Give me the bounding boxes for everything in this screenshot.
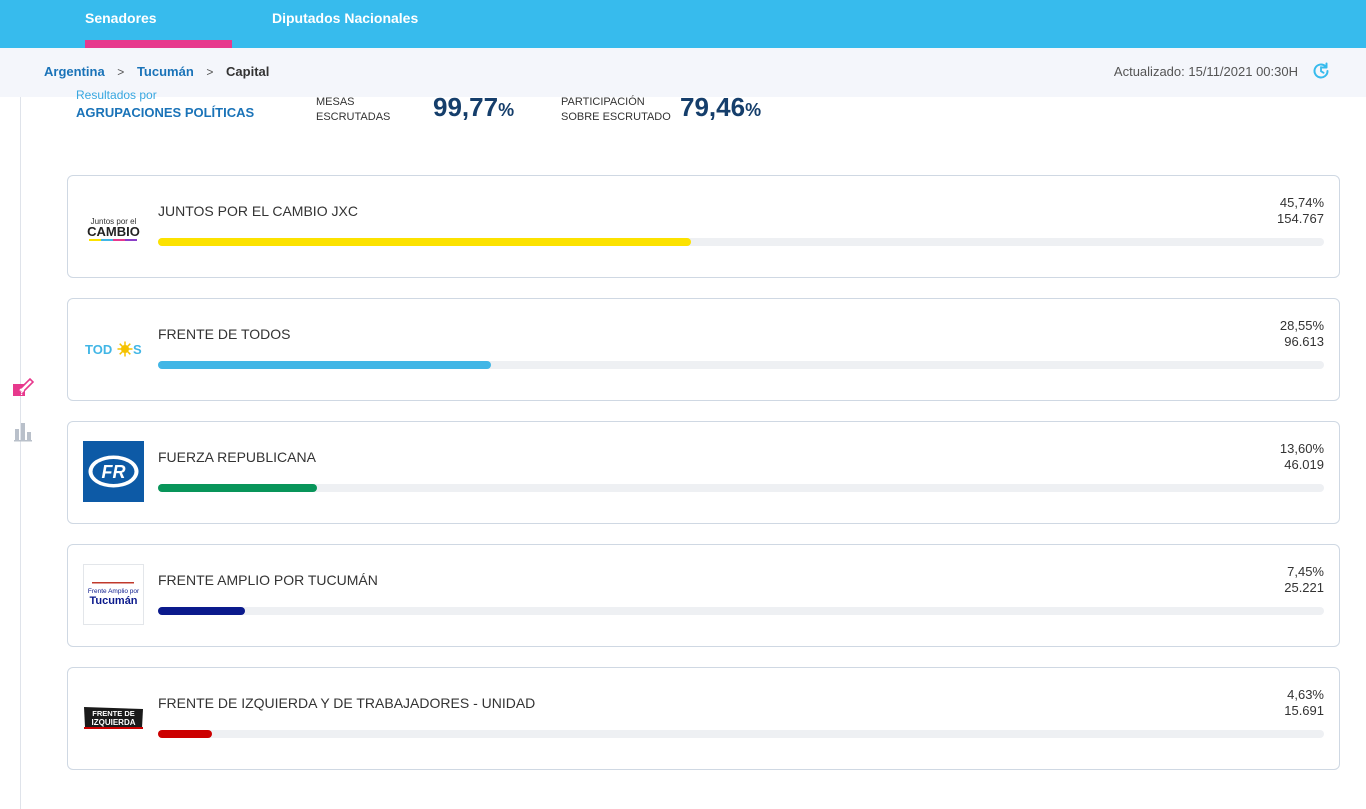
- vote-percentage: 4,63%: [1287, 687, 1324, 702]
- frente-amplio-logo: Frente Amplio por Tucumán: [83, 564, 144, 625]
- breadcrumb-separator: >: [117, 65, 125, 79]
- edit-vote-icon[interactable]: ?: [12, 375, 34, 397]
- fuerza-republicana-logo: FR: [83, 441, 144, 502]
- result-numbers: 7,45% 25.221: [1284, 564, 1324, 596]
- result-card-fuerza-republicana[interactable]: FR FUERZA REPUBLICANA 13,60% 46.019: [67, 421, 1340, 524]
- vote-share-fill: [158, 730, 212, 738]
- breadcrumb-tucuman[interactable]: Tucumán: [136, 64, 194, 79]
- vote-count: 25.221: [1284, 580, 1324, 595]
- svg-text:Tucumán: Tucumán: [89, 595, 137, 607]
- participacion-number: 79,46: [680, 92, 746, 122]
- vote-percentage: 28,55%: [1279, 318, 1324, 333]
- breadcrumb: Argentina > Tucumán > Capital: [44, 64, 269, 79]
- svg-text:S: S: [133, 342, 142, 357]
- pct-sign: %: [745, 100, 762, 120]
- result-card-frente-amplio[interactable]: Frente Amplio por Tucumán FRENTE AMPLIO …: [67, 544, 1340, 647]
- party-name: FRENTE AMPLIO POR TUCUMÁN: [158, 572, 378, 588]
- result-card-jxc[interactable]: Juntos por el CAMBIO JUNTOS POR EL CAMBI…: [67, 175, 1340, 278]
- party-name: FRENTE DE IZQUIERDA Y DE TRABAJADORES - …: [158, 695, 536, 711]
- tab-diputados-nacionales[interactable]: Diputados Nacionales: [272, 0, 432, 48]
- last-updated-text: Actualizado: 15/11/2021 00:30H: [1113, 64, 1298, 79]
- svg-text:Juntos por el: Juntos por el: [91, 217, 137, 226]
- mesas-label-line1: MESAS: [316, 96, 355, 108]
- result-numbers: 45,74% 154.767: [1277, 195, 1324, 227]
- result-card-frente-de-izquierda[interactable]: FRENTE DE IZQUIERDA FRENTE DE IZQUIERDA …: [67, 667, 1340, 770]
- tab-label: Diputados Nacionales: [272, 10, 419, 26]
- vote-share-bar: [158, 607, 1324, 615]
- svg-text:CAMBIO: CAMBIO: [87, 224, 140, 239]
- svg-text:Frente Amplio por: Frente Amplio por: [88, 588, 140, 595]
- breadcrumb-separator: >: [206, 65, 214, 79]
- party-name: FUERZA REPUBLICANA: [158, 449, 316, 465]
- result-numbers: 4,63% 15.691: [1284, 687, 1324, 719]
- vote-share-fill: [158, 607, 245, 615]
- top-nav: Senadores Nacionales Diputados Nacionale…: [0, 0, 1366, 62]
- svg-text:FR: FR: [102, 462, 126, 482]
- vote-count: 96.613: [1284, 334, 1324, 349]
- vote-share-bar: [158, 484, 1324, 492]
- result-numbers: 13,60% 46.019: [1280, 441, 1324, 473]
- tab-senadores-nacionales[interactable]: Senadores Nacionales: [85, 0, 232, 62]
- frente-de-izquierda-logo: FRENTE DE IZQUIERDA: [83, 687, 144, 748]
- mesas-number: 99,77: [433, 92, 499, 122]
- vote-percentage: 7,45%: [1287, 564, 1324, 579]
- result-card-frente-de-todos[interactable]: TOD S FRENTE DE TODOS 28,55% 96.613: [67, 298, 1340, 401]
- bar-chart-icon[interactable]: [12, 420, 34, 442]
- refresh-icon[interactable]: [1311, 61, 1331, 81]
- vote-share-bar: [158, 238, 1324, 246]
- juntos-por-el-cambio-logo: Juntos por el CAMBIO: [83, 195, 144, 256]
- vote-count: 154.767: [1277, 211, 1324, 226]
- party-name: FRENTE DE TODOS: [158, 326, 291, 342]
- vote-share-fill: [158, 238, 692, 246]
- svg-text:IZQUIERDA: IZQUIERDA: [92, 718, 136, 727]
- active-tab-indicator: [85, 40, 232, 48]
- svg-text:FRENTE DE: FRENTE DE: [92, 709, 135, 718]
- party-name: JUNTOS POR EL CAMBIO JXC: [158, 203, 358, 219]
- svg-text:?: ?: [19, 387, 25, 397]
- participacion-label-line2: SOBRE ESCRUTADO: [561, 111, 671, 123]
- participacion-label-line1: PARTICIPACIÓN: [561, 96, 645, 108]
- mesas-value: 99,77%: [433, 92, 514, 123]
- breadcrumb-capital: Capital: [226, 64, 270, 79]
- breadcrumb-argentina[interactable]: Argentina: [44, 64, 105, 79]
- results-prefix: Resultados por: [76, 88, 157, 102]
- side-rail: [20, 97, 21, 809]
- results-type-selector[interactable]: AGRUPACIONES POLÍTICAS: [76, 105, 255, 120]
- vote-share-fill: [158, 361, 491, 369]
- vote-percentage: 45,74%: [1279, 195, 1324, 210]
- svg-text:TOD: TOD: [85, 342, 112, 357]
- vote-count: 15.691: [1284, 703, 1324, 718]
- vote-count: 46.019: [1284, 457, 1324, 472]
- mesas-label: MESAS ESCRUTADAS: [316, 95, 390, 125]
- results-summary: Resultados por AGRUPACIONES POLÍTICAS ME…: [0, 88, 1366, 128]
- frente-de-todos-logo: TOD S: [83, 318, 144, 379]
- breadcrumb-bar: Argentina > Tucumán > Capital Actualizad…: [0, 48, 1366, 97]
- pct-sign: %: [498, 100, 515, 120]
- mesas-label-line2: ESCRUTADAS: [316, 111, 391, 123]
- vote-share-bar: [158, 730, 1324, 738]
- participacion-value: 79,46%: [680, 92, 761, 123]
- participacion-label: PARTICIPACIÓN SOBRE ESCRUTADO: [561, 95, 671, 125]
- vote-share-bar: [158, 361, 1324, 369]
- vote-share-fill: [158, 484, 317, 492]
- vote-percentage: 13,60%: [1279, 441, 1324, 456]
- result-numbers: 28,55% 96.613: [1280, 318, 1324, 350]
